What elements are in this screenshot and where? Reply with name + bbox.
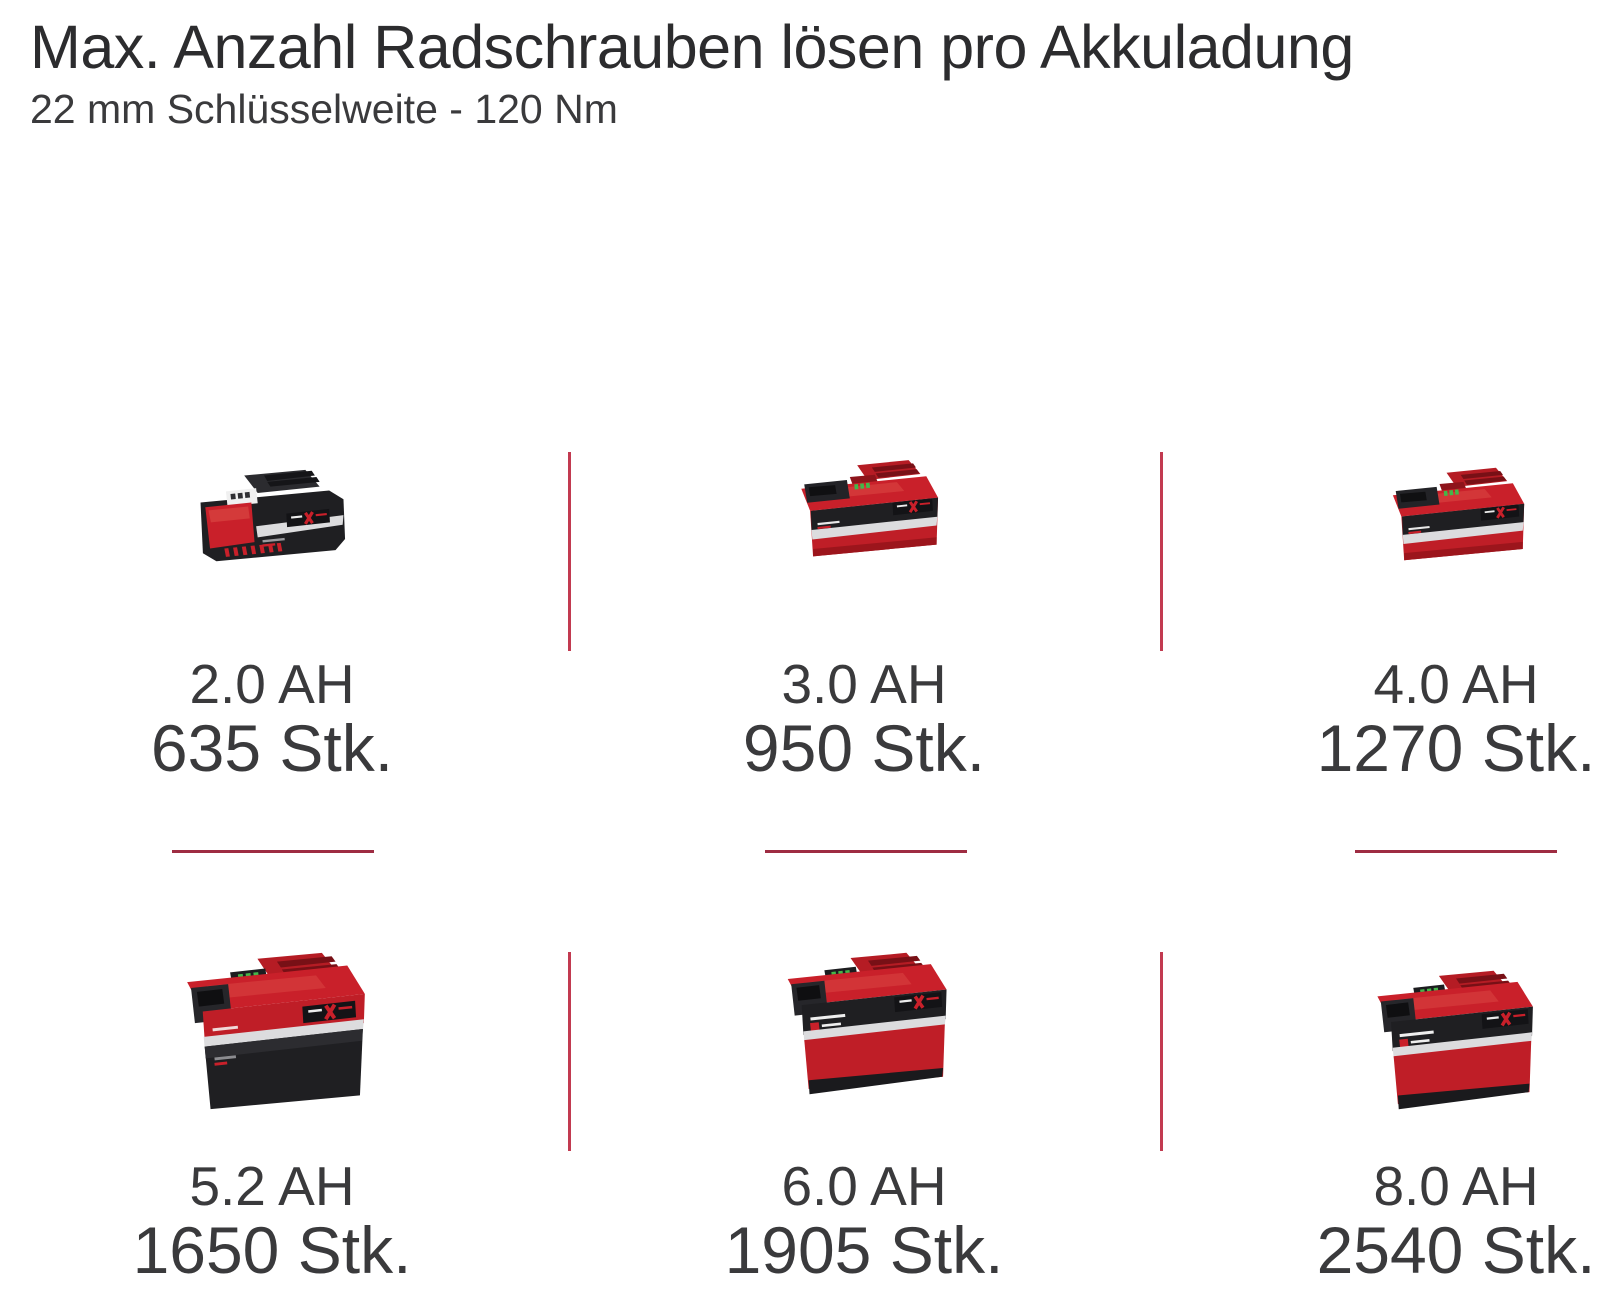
battery-product-graphic: [1392, 467, 1525, 561]
count-label: 2540 Stk.: [1316, 1213, 1596, 1287]
battery-product-graphic: [200, 469, 346, 562]
capacity-label: 5.2 AH: [189, 1155, 355, 1217]
capacity-label: 2.0 AH: [189, 653, 355, 715]
count-label: 1650 Stk.: [132, 1213, 412, 1287]
battery-tile-label: 8.0 AH 2540 Stk.: [1160, 1155, 1606, 1287]
count-label: 635 Stk.: [150, 711, 394, 785]
divider-horizontal: [1355, 850, 1557, 853]
capacity-label: 4.0 AH: [1373, 653, 1539, 715]
battery-product-graphic: [787, 952, 947, 1095]
divider-vertical: [568, 452, 571, 651]
battery-image-5-2-ah: [167, 947, 383, 1113]
battery-product-graphic: [187, 952, 365, 1110]
battery-tile-label: 3.0 AH 950 Stk.: [568, 653, 1160, 785]
battery-tile-label: 4.0 AH 1270 Stk.: [1160, 653, 1606, 785]
divider-vertical: [1160, 952, 1163, 1151]
capacity-label: 3.0 AH: [781, 653, 947, 715]
capacity-label: 6.0 AH: [781, 1155, 947, 1217]
battery-image-6-0-ah: [772, 940, 964, 1107]
capacity-label: 8.0 AH: [1373, 1155, 1539, 1217]
battery-image-8-0-ah: [1362, 957, 1550, 1123]
divider-vertical: [1160, 452, 1163, 651]
battery-tile-label: 6.0 AH 1905 Stk.: [568, 1155, 1160, 1287]
page-title: Max. Anzahl Radschrauben lösen pro Akkul…: [30, 13, 1354, 81]
battery-image-2-0-ah: [177, 458, 367, 593]
battery-product-graphic: [801, 460, 939, 557]
battery-product-graphic: [1377, 970, 1533, 1110]
divider-vertical: [568, 952, 571, 1151]
battery-image-3-0-ah: [765, 452, 967, 577]
battery-image-4-0-ah: [1363, 460, 1547, 580]
divider-horizontal: [765, 850, 967, 853]
divider-horizontal: [172, 850, 374, 853]
page-subtitle: 22 mm Schlüsselweite - 120 Nm: [30, 86, 618, 132]
count-label: 1905 Stk.: [724, 1213, 1004, 1287]
count-label: 1270 Stk.: [1316, 711, 1596, 785]
battery-tile-label: 5.2 AH 1650 Stk.: [0, 1155, 568, 1287]
count-label: 950 Stk.: [742, 711, 986, 785]
battery-tile-label: 2.0 AH 635 Stk.: [0, 653, 568, 785]
